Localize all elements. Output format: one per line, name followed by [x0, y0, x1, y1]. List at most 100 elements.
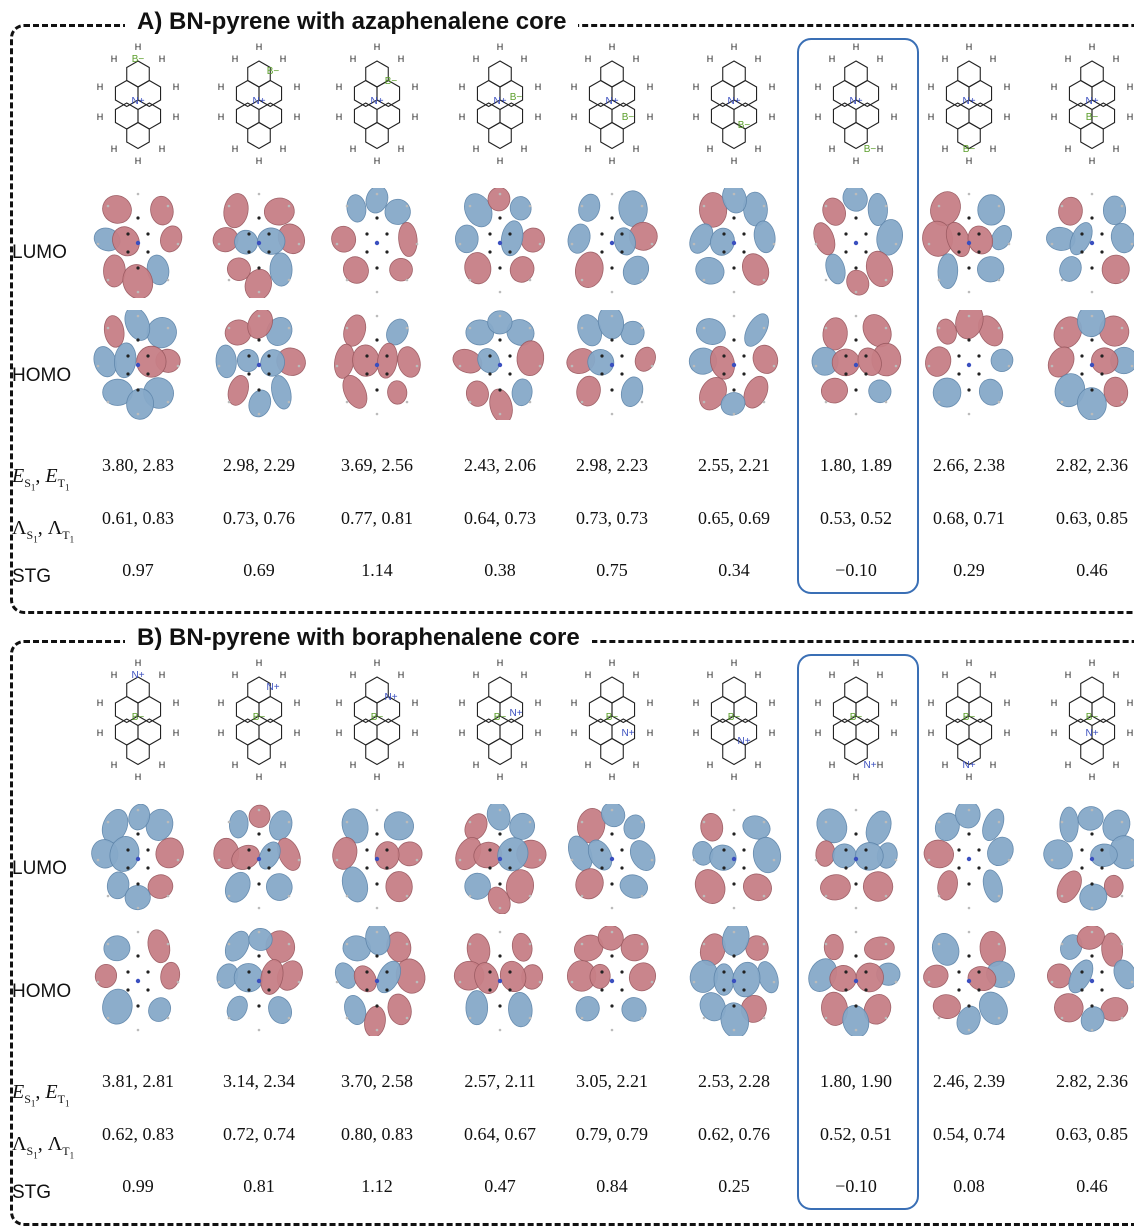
hydrogen-atom-label: H	[707, 670, 714, 680]
hydrogen-atom-label: H	[609, 42, 616, 52]
hydrogen-atom-label: H	[647, 82, 654, 92]
panel-title: B) BN-pyrene with boraphenalene core	[125, 624, 592, 652]
lumo-orbital	[91, 804, 184, 911]
substituted-heteroatom: N+	[962, 760, 975, 771]
stg-value: 0.97	[122, 560, 154, 580]
row-label-lambdas: ΛS1, ΛT1	[12, 1133, 75, 1161]
hydrogen-atom-label: H	[647, 698, 654, 708]
molecule-structure: H H H H H H H H H H N+ B−	[459, 42, 542, 166]
molecule-column: H H H H H H H H H H B− N+ 1.80, 1.90 0.52, 0.51 −0.10	[797, 646, 915, 1206]
molecule-column: H H H H H H H H H H B− N+ 2.82, 2.36 0.63, 0.85 0.46	[1033, 646, 1134, 1206]
orbital-lobes	[212, 193, 306, 298]
hydrogen-atom-label: H	[280, 54, 287, 64]
molecule-skeleton	[114, 676, 162, 766]
highlight-box	[797, 38, 919, 594]
substituted-heteroatom: B−	[510, 92, 523, 103]
hydrogen-atom-label: H	[693, 82, 700, 92]
energy-values: 1.80, 1.89	[820, 455, 892, 475]
molecule-column: H H H H H H H H H H N+ B− 1.80, 1.89 0.53, 0.52 −0.10	[797, 30, 915, 590]
orbital-lobes	[1046, 195, 1134, 285]
row-label-homo: HOMO	[12, 365, 72, 386]
hydrogen-atom-label: H	[1065, 760, 1072, 770]
lumo-orbital	[331, 188, 419, 294]
hydrogen-atom-label: H	[571, 82, 578, 92]
row-label-lumo: LUMO	[12, 242, 67, 263]
hydrogen-atom-label: H	[966, 772, 973, 782]
homo-orbital	[1046, 926, 1134, 1032]
hydrogen-atom-label: H	[398, 144, 405, 154]
hydrogen-atom-label: H	[829, 144, 836, 154]
core-heteroatom: B−	[963, 712, 976, 723]
hydrogen-atom-label: H	[1127, 698, 1134, 708]
core-heteroatom: B−	[728, 712, 741, 723]
molecule-skeleton	[353, 60, 401, 150]
core-heteroatom: N+	[252, 96, 265, 107]
molecule-structure: H H H H H H H H H H N+ B−	[815, 42, 898, 166]
energy-values: 2.43, 2.06	[464, 455, 536, 475]
lambda-values: 0.64, 0.73	[464, 508, 536, 528]
hydrogen-atom-label: H	[942, 760, 949, 770]
hydrogen-atom-label: H	[633, 54, 640, 64]
lumo-orbital	[455, 188, 545, 294]
hydrogen-atom-label: H	[173, 698, 180, 708]
hydrogen-atom-label: H	[294, 698, 301, 708]
lambda-values: 0.63, 0.85	[1056, 1124, 1128, 1144]
molecule-column: H H H H H H H H H H N+ B− 2.98, 2.29 0.73, 0.76 0.69	[200, 30, 318, 590]
hydrogen-atom-label: H	[1004, 112, 1011, 122]
orbital-lobes	[922, 191, 1012, 290]
homo-orbital	[452, 310, 545, 420]
hydrogen-atom-label: H	[232, 144, 239, 154]
substituted-heteroatom: B−	[132, 54, 145, 65]
hydrogen-atom-label: H	[159, 144, 166, 154]
orbital-skeleton	[96, 192, 180, 294]
homo-orbital	[334, 314, 421, 416]
hydrogen-atom-label: H	[966, 42, 973, 52]
lambda-values: 0.77, 0.81	[341, 508, 413, 528]
energy-values: 3.05, 2.21	[576, 1071, 648, 1091]
orbital-lobes	[567, 190, 658, 288]
orbital-lobes	[452, 310, 545, 420]
orbital-lobes	[688, 313, 779, 416]
orbital-skeleton	[927, 192, 1011, 294]
hydrogen-atom-label: H	[374, 156, 381, 166]
hydrogen-atom-label: H	[111, 670, 118, 680]
hydrogen-atom-label: H	[218, 728, 225, 738]
lambda-values: 0.61, 0.83	[102, 508, 174, 528]
orbital-skeleton	[458, 930, 542, 1032]
hydrogen-atom-label: H	[1113, 144, 1120, 154]
energy-values: 3.69, 2.56	[341, 455, 413, 475]
molecule-skeleton	[832, 676, 880, 766]
hydrogen-atom-label: H	[633, 670, 640, 680]
substituted-heteroatom: B−	[267, 66, 280, 77]
energy-values: 3.70, 2.58	[341, 1071, 413, 1091]
hydrogen-atom-label: H	[398, 54, 405, 64]
homo-orbital	[688, 313, 779, 416]
hydrogen-atom-label: H	[815, 728, 822, 738]
substituted-heteroatom: N+	[266, 682, 279, 693]
hydrogen-atom-label: H	[412, 728, 419, 738]
orbital-skeleton	[814, 314, 898, 416]
substituted-heteroatom: B−	[963, 144, 976, 155]
lumo-orbital	[692, 808, 782, 910]
molecule-column: H H H H H H H H H H N+ B− 2.66, 2.38 0.68, 0.71 0.29	[910, 30, 1028, 590]
hydrogen-atom-label: H	[633, 144, 640, 154]
homo-orbital	[689, 926, 779, 1036]
stg-value: 0.81	[243, 1176, 275, 1196]
lambda-values: 0.62, 0.83	[102, 1124, 174, 1144]
hydrogen-atom-label: H	[1065, 670, 1072, 680]
hydrogen-atom-label: H	[647, 112, 654, 122]
hydrogen-atom-label: H	[97, 728, 104, 738]
energy-values: 2.55, 2.21	[698, 455, 770, 475]
molecule-column: H H H H H H H H H H B− N+ 3.14, 2.34 0.72, 0.74 0.81	[200, 646, 318, 1206]
hydrogen-atom-label: H	[1089, 156, 1096, 166]
hydrogen-atom-label: H	[521, 54, 528, 64]
energy-values: 3.14, 2.34	[223, 1071, 295, 1091]
homo-orbital	[1047, 310, 1134, 420]
hydrogen-atom-label: H	[535, 82, 542, 92]
orbital-lobes	[1043, 806, 1134, 911]
core-heteroatom: N+	[605, 96, 618, 107]
hydrogen-atom-label: H	[459, 728, 466, 738]
